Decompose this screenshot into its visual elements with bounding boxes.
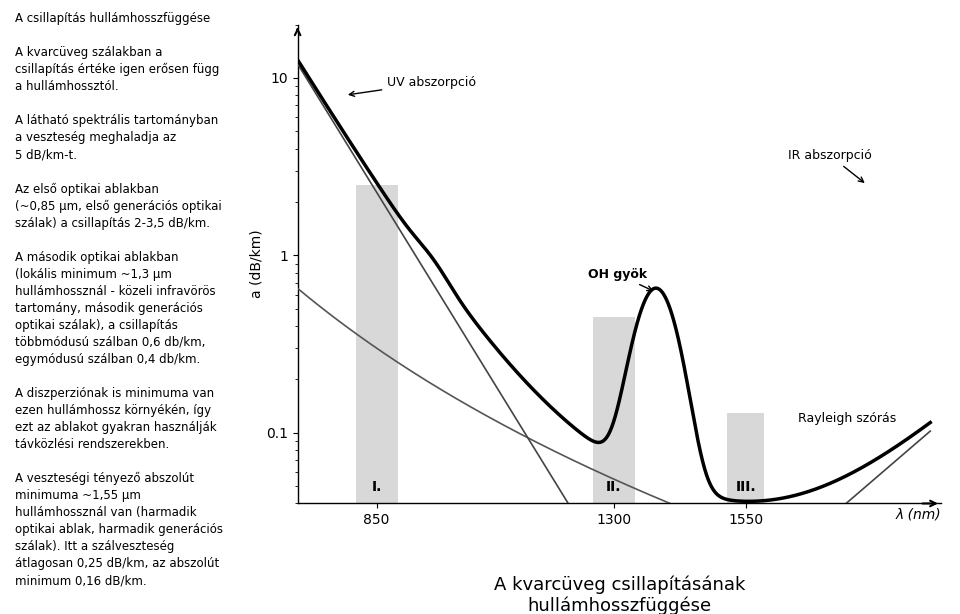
Y-axis label: a (dB/km): a (dB/km) <box>249 230 263 298</box>
Text: II.: II. <box>606 480 622 494</box>
Text: III.: III. <box>735 480 756 494</box>
Text: A kvarcüveg csillapításának
hullámhosszfüggése: A kvarcüveg csillapításának hullámhosszf… <box>493 575 745 614</box>
Text: UV abszorpció: UV abszorpció <box>349 76 476 96</box>
Bar <box>355 185 397 503</box>
Text: OH gyök: OH gyök <box>588 268 652 290</box>
Bar <box>593 317 635 503</box>
Text: λ (nm): λ (nm) <box>895 507 941 521</box>
Text: I.: I. <box>372 480 382 494</box>
Text: IR abszorpció: IR abszorpció <box>788 149 872 182</box>
Text: Rayleigh szórás: Rayleigh szórás <box>799 412 897 425</box>
Text: A csillapítás hullámhosszfüggése

A kvarcüveg szálakban a
csillapítás értéke ige: A csillapítás hullámhosszfüggése A kvarc… <box>15 12 223 587</box>
Bar <box>728 413 764 503</box>
